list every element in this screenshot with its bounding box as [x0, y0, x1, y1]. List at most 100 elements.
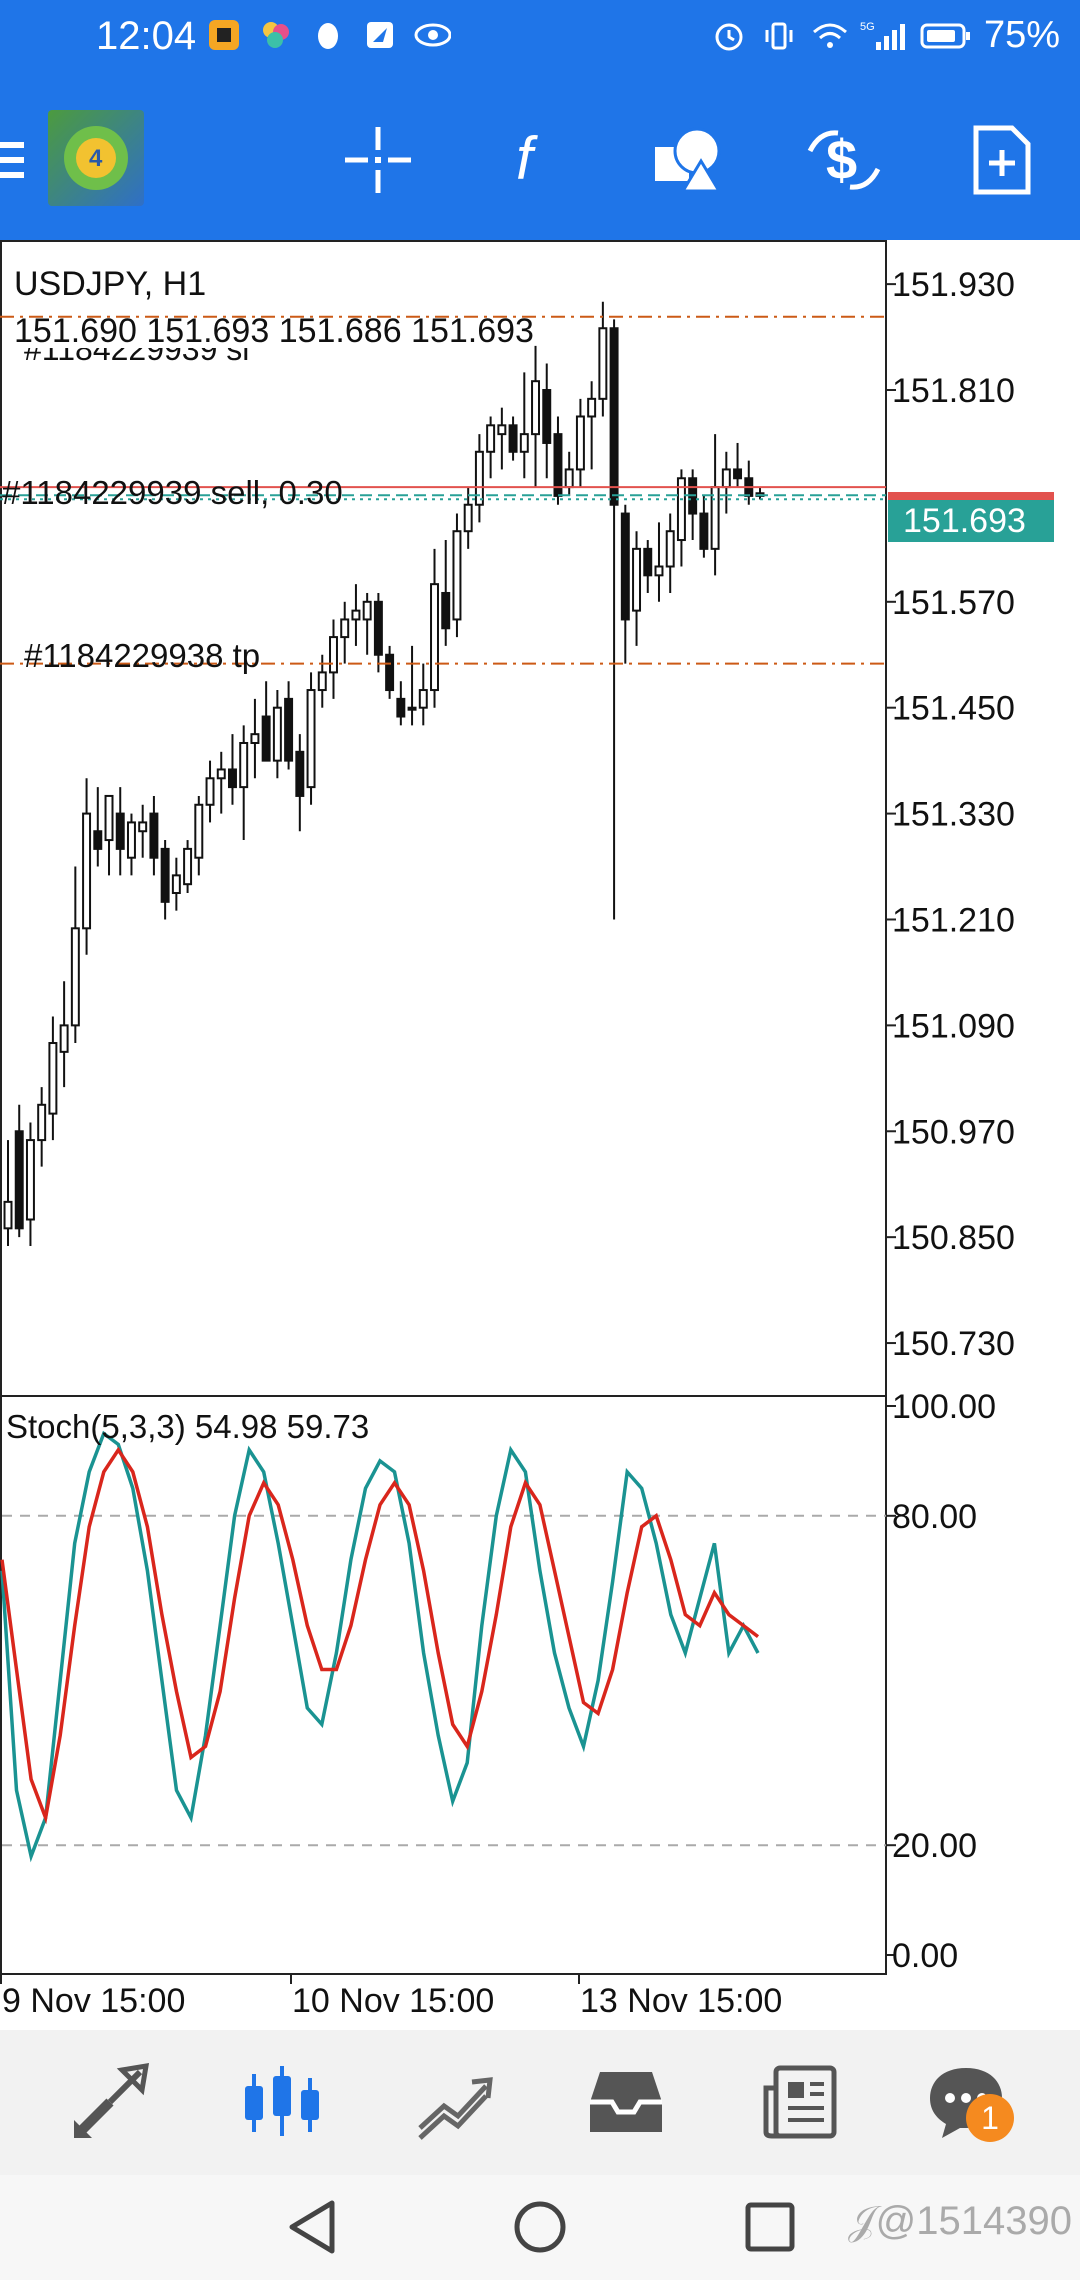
- crosshair-button[interactable]: [326, 108, 430, 212]
- candle-body-bear: [284, 697, 294, 762]
- nav-quotes[interactable]: [60, 2052, 160, 2152]
- candle: [306, 672, 316, 805]
- candle: [654, 522, 664, 602]
- svg-text:$: $: [826, 128, 857, 191]
- network-label: 5G: [860, 21, 875, 33]
- candle-body-bull: [59, 1024, 69, 1053]
- battery-icon: [920, 17, 972, 55]
- stochastic-indicator: 100.00 80.00 20.00 0.00: [0, 1388, 996, 1975]
- chart-area[interactable]: 151.930 151.810 151.570 151.450 151.330 151.2…: [0, 240, 1080, 2030]
- nav-history[interactable]: [576, 2052, 676, 2152]
- candle-body-bull: [272, 706, 282, 762]
- candle: [744, 460, 754, 505]
- price-tick-label: 151.330: [892, 796, 1015, 834]
- price-tick-label: 151.450: [892, 690, 1015, 728]
- status-time: 12:04: [96, 14, 197, 58]
- candle-body-bull: [48, 1042, 58, 1115]
- candle: [733, 442, 743, 488]
- candle-body-bull: [474, 450, 484, 506]
- candle: [70, 866, 80, 1044]
- candle-body-bull: [3, 1200, 13, 1230]
- back-button[interactable]: [284, 2197, 338, 2262]
- quotes-arrows-icon: [74, 2062, 150, 2138]
- candle: [553, 416, 563, 505]
- candle: [351, 584, 361, 646]
- candle-body-bull: [104, 794, 114, 842]
- candle-body-bull: [486, 424, 496, 453]
- home-button[interactable]: [512, 2199, 568, 2260]
- time-axis: 9 Nov 15:00 10 Nov 15:00 13 Nov 15:00: [0, 1974, 782, 2020]
- stoch-tick-label: 20.00: [892, 1827, 977, 1865]
- candle-body-bull: [654, 565, 664, 577]
- candle: [575, 398, 585, 488]
- candle: [620, 504, 630, 664]
- indicators-button[interactable]: f: [482, 108, 586, 212]
- objects-button[interactable]: [636, 108, 740, 212]
- hamburger-icon[interactable]: [0, 108, 42, 212]
- svg-text:f: f: [516, 125, 538, 192]
- candle-body-bull: [452, 530, 462, 621]
- candle-body-bull: [463, 503, 473, 533]
- candle: [115, 787, 125, 876]
- candle: [564, 451, 574, 496]
- candle: [183, 840, 193, 894]
- metatrader-logo[interactable]: 4: [48, 110, 144, 206]
- candlestick-icon: [245, 2066, 319, 2136]
- candle-body-bear: [93, 830, 103, 850]
- app-toolbar: 4 f $: [0, 80, 1080, 240]
- recents-button[interactable]: [744, 2201, 796, 2258]
- bottom-navigation: 1: [0, 2030, 1080, 2175]
- candle: [430, 548, 439, 708]
- candle-body-bull: [25, 1139, 35, 1221]
- alarm-icon: [710, 17, 748, 55]
- candle: [227, 734, 237, 805]
- candle: [194, 795, 204, 876]
- nav-news[interactable]: [750, 2052, 850, 2152]
- candle: [14, 1104, 24, 1238]
- candle: [239, 725, 249, 841]
- trade-button[interactable]: $: [792, 108, 896, 212]
- candle: [250, 698, 260, 779]
- candle-body-bear: [261, 715, 271, 762]
- penguin-icon: [309, 16, 347, 54]
- vibrate-icon: [760, 17, 798, 55]
- new-order-button[interactable]: [950, 108, 1054, 212]
- candle-body-bear: [699, 512, 709, 550]
- nav-trade[interactable]: [404, 2052, 504, 2152]
- crosshair-icon: [345, 127, 411, 193]
- candle-body-bull: [531, 380, 541, 436]
- candle: [261, 681, 271, 762]
- candle: [160, 840, 170, 920]
- sell-order-label: #1184229939 sell, 0.30: [2, 474, 343, 511]
- nav-messages[interactable]: 1: [916, 2052, 1016, 2152]
- candle-body-bull: [250, 733, 260, 744]
- eye-icon: [413, 16, 451, 54]
- candle: [126, 813, 136, 876]
- candle: [508, 416, 518, 461]
- candle: [676, 469, 686, 567]
- tp-order-label: #1184229938 tp: [24, 637, 260, 674]
- signal-5g-icon: 5G: [860, 17, 908, 55]
- trend-chart-icon: [418, 2077, 493, 2140]
- candle-body-bear: [149, 812, 159, 859]
- svg-text:4: 4: [89, 145, 103, 172]
- stoch-tick-label: 80.00: [892, 1498, 977, 1536]
- price-tick-label: 151.090: [892, 1007, 1015, 1045]
- candle-body-bull: [632, 547, 642, 612]
- price-chart[interactable]: 151.930 151.810 151.570 151.450 151.330 151.2…: [0, 240, 1080, 2030]
- candle-body-bear: [227, 768, 237, 789]
- candle-body-bear: [115, 812, 125, 850]
- candle-body-bull: [418, 689, 428, 709]
- symbol-label: USDJPY, H1: [14, 265, 206, 303]
- candle: [59, 981, 69, 1088]
- candle: [295, 734, 305, 832]
- candle-body-bull: [340, 618, 350, 639]
- candle: [721, 451, 731, 514]
- candle: [441, 540, 451, 646]
- nav-chart[interactable]: [232, 2052, 332, 2152]
- send-icon: [361, 16, 399, 54]
- candle-body-bear: [385, 653, 395, 692]
- candle: [25, 1122, 35, 1246]
- candle-body-bull: [329, 636, 338, 674]
- candle: [138, 804, 148, 858]
